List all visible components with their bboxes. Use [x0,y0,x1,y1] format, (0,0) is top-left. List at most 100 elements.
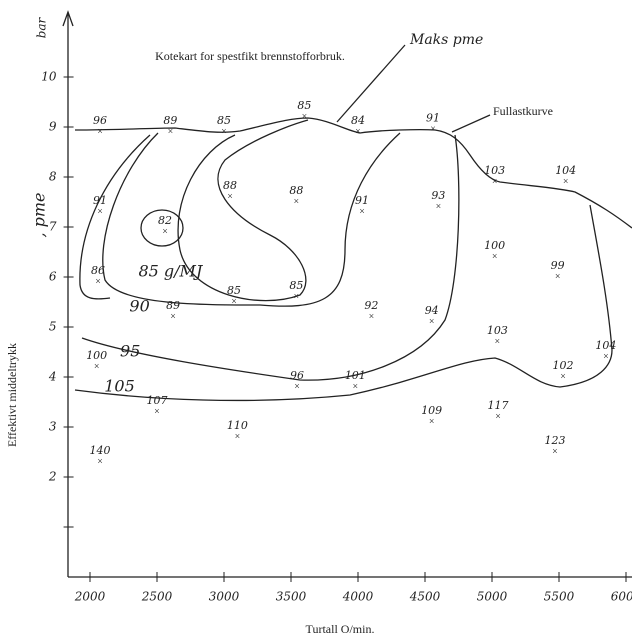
point-marker: × [555,271,561,282]
point-marker: × [231,296,237,307]
point-marker: × [355,126,361,137]
data-label: 104 [595,339,616,352]
point-marker: × [552,446,558,457]
point-marker: × [227,191,233,202]
data-label: 89 [166,299,180,312]
point-marker: × [294,381,300,392]
point-marker: × [436,201,442,212]
annotation-arrow [451,114,491,133]
point-marker: × [154,406,160,417]
point-marker: × [495,336,501,347]
data-label: 94 [425,304,439,317]
data-label: 100 [86,349,107,362]
point-marker: × [429,416,435,427]
point-marker: × [603,351,609,362]
point-marker: × [302,111,308,122]
contours [74,44,632,402]
data-label: 99 [551,259,565,272]
point-marker: × [97,456,103,467]
point-marker: × [294,291,300,302]
point-marker: × [97,126,103,137]
x-tick-label: 2500 [141,590,173,604]
x-tick-label: 6000 [611,590,632,604]
contour-line [177,119,309,302]
data-label: 107 [147,394,168,407]
y-tick-label: 7 [49,220,57,234]
x-tick-label: 3500 [276,590,307,604]
contour-label: 85 g/MJ [138,262,203,281]
y-tick-label: 8 [49,170,57,184]
contour-line [74,204,613,402]
point-marker: × [492,251,498,262]
data-label: 91 [426,112,440,125]
point-marker: × [235,431,241,442]
y-tick-label: 5 [49,320,57,334]
point-marker: × [97,206,103,217]
axes [62,10,632,578]
chart-title: Kotekart for spestfikt brennstofforbruk. [155,49,345,63]
data-label: 91 [93,194,107,207]
data-label: 101 [345,369,366,382]
data-label: 103 [487,324,508,337]
x-tick-label: 2000 [74,590,106,604]
data-label: 103 [484,164,505,177]
data-label: 89 [163,114,177,127]
contour-line [102,132,401,307]
point-marker: × [563,176,569,187]
y-tick-label: 3 [49,420,57,434]
data-label: 110 [227,419,248,432]
point-marker: × [495,411,501,422]
data-label: 86 [91,264,105,277]
x-tick-label: 5000 [477,590,508,604]
data-label: 82 [158,214,172,227]
data-label: 109 [421,404,442,417]
data-label: 96 [290,369,304,382]
y-tick-label: 2 [48,470,57,484]
y-tick-label: 6 [49,270,57,284]
data-label: 140 [90,444,111,457]
data-label: 123 [544,434,565,447]
point-marker: × [369,311,375,322]
contour-label: 90 [129,297,149,316]
data-label: 84 [351,114,365,127]
y-tick-label: 10 [41,70,57,84]
point-marker: × [168,126,174,137]
x-axis-label: Turtall O/min. [306,622,375,636]
point-marker: × [359,206,365,217]
point-marker: × [94,361,100,372]
point-marker: × [430,124,436,135]
y-unit: bar [35,16,49,38]
data-label: 85 [297,99,311,112]
annotation: Maks pme [409,32,483,48]
data-label: 91 [355,194,369,207]
y-axis-label: Effektivt middeltrykk [5,343,19,447]
contour-line [140,209,184,247]
data-label: 104 [555,164,576,177]
contour-line [79,134,151,300]
y-tick-label: 9 [49,120,57,134]
point-marker: × [162,226,168,237]
point-marker: × [170,311,176,322]
point-marker: × [352,381,358,392]
point-marker: × [95,276,101,287]
data-label: 92 [364,299,378,312]
annotation-arrow [336,44,406,123]
x-tick-label: 4500 [409,590,441,604]
data-label: 102 [553,359,574,372]
y-symbol: , pme [30,192,49,237]
point-marker: × [492,176,498,187]
y-axis-arrow [62,10,74,27]
data-label: 85 [289,279,303,292]
contour-label: 105 [104,377,135,396]
annotation: Fullastkurve [493,104,553,118]
point-marker: × [294,196,300,207]
contour-line [81,134,460,381]
data-label: 100 [484,239,505,252]
y-tick-label: 4 [48,370,57,384]
data-label: 85 [227,284,241,297]
data-label: 96 [93,114,107,127]
data-label: 88 [289,184,303,197]
contour-label: 95 [120,342,140,361]
data-label: 85 [217,114,231,127]
